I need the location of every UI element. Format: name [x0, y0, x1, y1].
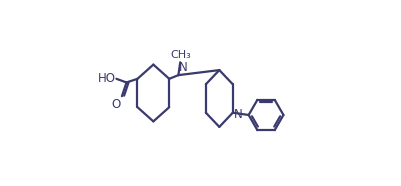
Text: CH₃: CH₃ [170, 50, 191, 60]
Text: HO: HO [97, 72, 115, 85]
Text: O: O [111, 98, 121, 111]
Text: N: N [179, 61, 188, 74]
Text: N: N [233, 108, 242, 121]
